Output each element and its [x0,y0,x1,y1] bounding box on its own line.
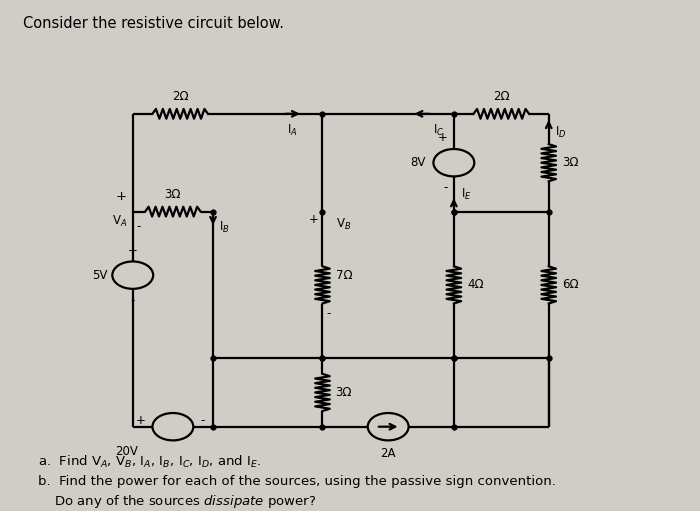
Text: I$_A$: I$_A$ [288,123,298,138]
Text: +: + [128,244,138,257]
Text: 8V: 8V [411,156,426,169]
Text: I$_D$: I$_D$ [554,125,566,140]
Text: V$_B$: V$_B$ [335,217,351,231]
Text: I$_E$: I$_E$ [461,187,472,202]
Text: I$_C$: I$_C$ [433,123,444,138]
Text: I$_B$: I$_B$ [219,220,230,236]
Text: 4Ω: 4Ω [467,278,484,291]
Text: +: + [309,213,318,225]
Text: +: + [116,190,127,203]
Text: 7Ω: 7Ω [335,269,352,282]
Text: 2Ω: 2Ω [172,90,188,103]
Text: a.  Find V$_A$, V$_B$, I$_A$, I$_B$, I$_C$, I$_D$, and I$_E$.: a. Find V$_A$, V$_B$, I$_A$, I$_B$, I$_C… [38,454,261,470]
Text: -: - [201,414,205,427]
Text: 3Ω: 3Ω [562,156,578,169]
Text: 20V: 20V [116,445,139,458]
Text: 2Ω: 2Ω [493,90,510,103]
Text: V$_A$: V$_A$ [112,214,127,229]
Text: +: + [438,131,448,144]
Text: 6Ω: 6Ω [562,278,578,291]
Text: 5V: 5V [92,269,107,282]
Text: 3Ω: 3Ω [164,188,181,201]
Text: Consider the resistive circuit below.: Consider the resistive circuit below. [23,16,284,31]
Text: Do any of the sources $\it{dissipate}$ power?: Do any of the sources $\it{dissipate}$ p… [54,493,316,510]
Text: -: - [131,294,135,307]
Text: -: - [136,220,141,234]
Text: +: + [135,414,145,427]
Text: -: - [326,307,330,320]
Text: 2A: 2A [380,447,396,460]
Text: b.  Find the power for each of the sources, using the passive sign convention.: b. Find the power for each of the source… [38,475,556,487]
Text: -: - [444,181,448,194]
Text: 3Ω: 3Ω [335,386,352,399]
